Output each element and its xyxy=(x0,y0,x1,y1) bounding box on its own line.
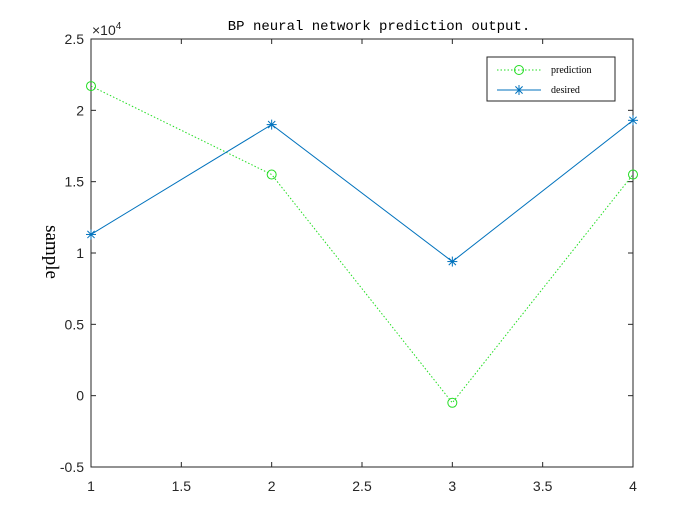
legend-marker-desired xyxy=(514,85,524,95)
point-desired xyxy=(266,119,277,130)
y-tick-label: -0.5 xyxy=(60,459,84,475)
series-lines xyxy=(90,85,634,404)
point-prediction xyxy=(86,81,96,92)
y-tick-label: 0.5 xyxy=(65,316,85,332)
series-line-desired xyxy=(90,119,634,263)
series-markers xyxy=(86,81,638,408)
series-line-prediction xyxy=(90,85,634,404)
point-desired xyxy=(447,256,458,267)
y-tick-labels: -0.5 0 0.5 1 1.5 2 2.5 xyxy=(60,31,84,475)
x-tick-label: 3.5 xyxy=(533,478,553,494)
point-prediction xyxy=(266,169,277,180)
y-tick-label: 2 xyxy=(76,102,84,118)
plot-area xyxy=(90,38,634,468)
x-tick-label: 2.5 xyxy=(352,478,372,494)
y-tick-label: 2.5 xyxy=(65,31,85,47)
y-tick-label: 1.5 xyxy=(65,174,85,190)
point-desired xyxy=(628,115,638,126)
x-tick-label: 3 xyxy=(448,478,456,494)
x-tick-label: 1.5 xyxy=(172,478,192,494)
legend-label-prediction: prediction xyxy=(551,65,592,76)
legend: prediction desired xyxy=(486,56,616,102)
x-tick-labels: 1 1.5 2 2.5 3 3.5 4 xyxy=(87,478,637,494)
x-tick-label: 2 xyxy=(268,478,276,494)
x-tick-label: 1 xyxy=(87,478,95,494)
legend-asterisk-glyph xyxy=(514,85,524,95)
legend-label-desired: desired xyxy=(551,85,580,96)
point-prediction xyxy=(628,169,638,180)
y-tick-label: 1 xyxy=(76,245,84,261)
x-tick-label: 4 xyxy=(629,478,637,494)
legend-box xyxy=(486,56,616,102)
legend-marker-prediction xyxy=(514,65,524,75)
y-tick-label: 0 xyxy=(76,388,84,404)
y-multiplier: ×104 xyxy=(92,21,122,38)
point-prediction xyxy=(447,397,458,408)
point-desired xyxy=(86,229,96,240)
axis-ticks xyxy=(90,38,634,468)
chart-title: BP neural network prediction output. xyxy=(228,19,530,35)
y-axis-label: sample xyxy=(41,225,62,279)
